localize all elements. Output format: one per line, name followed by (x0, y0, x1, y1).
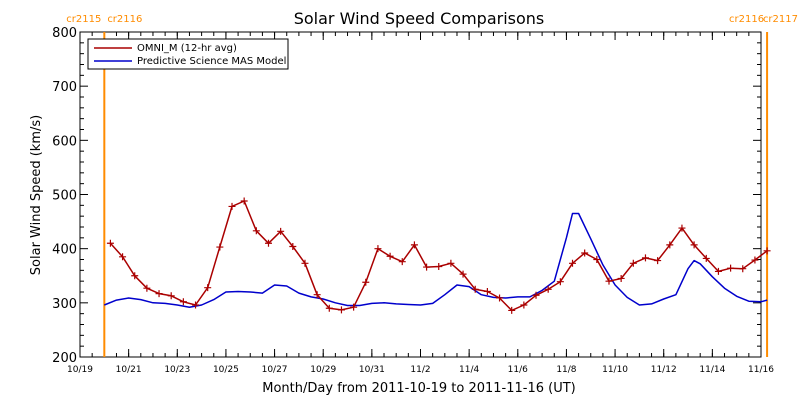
y-tick-label: 500 (52, 189, 77, 204)
x-tick-label: 11/6 (508, 365, 528, 375)
x-axis: 10/19 10/21 10/23 10/25 10/27 10/29 10/31 11/2 1… (67, 32, 774, 375)
data-point-omni (325, 304, 333, 312)
y-tick-label: 200 (52, 351, 77, 366)
data-point-omni (410, 241, 418, 249)
data-point-omni (544, 285, 552, 293)
x-tick-label: 10/31 (359, 365, 385, 375)
data-point-omni (398, 258, 406, 266)
data-point-omni (106, 239, 114, 247)
data-point-omni (131, 272, 139, 280)
x-tick-label: 10/21 (116, 365, 142, 375)
data-point-omni (252, 227, 260, 235)
x-tick-label: 11/10 (602, 365, 628, 375)
data-point-omni (581, 249, 589, 257)
chart-title: Solar Wind Speed Comparisons (294, 9, 545, 28)
data-point-omni (374, 245, 382, 253)
data-point-omni (678, 224, 686, 232)
data-point-omni (240, 197, 248, 205)
data-point-omni (447, 259, 455, 267)
data-point-omni (496, 294, 504, 302)
data-point-omni (362, 278, 370, 286)
data-point-omni (483, 287, 491, 295)
rotation-marker-label-right: cr2117 (763, 14, 798, 25)
data-point-omni (520, 301, 528, 309)
rotation-marker-label-left: cr2116 (729, 14, 764, 25)
data-point-omni (386, 252, 394, 260)
data-point-omni (727, 264, 735, 272)
x-tick-label: 11/14 (699, 365, 725, 375)
data-point-omni (617, 274, 625, 282)
data-point-omni (556, 278, 564, 286)
data-point-omni (714, 267, 722, 275)
data-point-omni (508, 306, 516, 314)
data-point-omni (192, 301, 200, 309)
data-point-omni (569, 259, 577, 267)
data-point-omni (216, 243, 224, 251)
data-point-omni (337, 306, 345, 314)
data-point-omni (155, 290, 163, 298)
data-point-omni (654, 257, 662, 265)
data-point-omni (690, 241, 698, 249)
data-point-omni (739, 265, 747, 273)
y-tick-label: 700 (52, 80, 77, 95)
x-tick-label: 11/16 (748, 365, 774, 375)
legend: OMNI_M (12-hr avg) Predictive Science MA… (87, 38, 289, 70)
plot-border (79, 31, 762, 358)
x-tick-label: 10/25 (213, 365, 239, 375)
data-point-omni (435, 263, 443, 271)
y-tick-label: 400 (52, 243, 77, 258)
data-point-omni (179, 298, 187, 306)
data-point-omni (289, 243, 297, 250)
y-axis: 200 300 400 500 600 700 800 (52, 26, 761, 366)
x-tick-label: 10/19 (67, 365, 93, 375)
rotation-marker-label-left: cr2115 (66, 14, 101, 25)
data-point-omni (532, 291, 540, 299)
y-axis-label: Solar Wind Speed (km/s) (29, 115, 44, 275)
data-point-omni (264, 239, 272, 247)
legend-label-mas: Predictive Science MAS Model (137, 56, 286, 67)
legend-box (87, 38, 289, 70)
y-tick-label: 800 (52, 26, 77, 41)
series-line-mas (104, 212, 768, 308)
series-line-omni (109, 200, 768, 312)
data-point-omni (143, 284, 151, 292)
data-point-omni (423, 263, 431, 271)
data-point-omni (605, 277, 613, 285)
x-tick-label: 11/2 (410, 365, 430, 375)
x-tick-label: 10/27 (262, 365, 288, 375)
data-point-omni (459, 270, 467, 278)
data-point-omni (277, 227, 285, 235)
data-point-omni (629, 259, 637, 267)
data-point-omni (204, 284, 212, 292)
data-point-omni (751, 256, 759, 264)
data-point-omni (313, 291, 321, 299)
x-axis-label: Month/Day from 2011-10-19 to 2011-11-16 … (262, 381, 575, 396)
y-tick-label: 600 (52, 134, 77, 149)
series-layer (104, 197, 771, 314)
data-point-omni (228, 202, 236, 210)
data-point-omni (301, 259, 309, 267)
x-tick-label: 11/12 (651, 365, 677, 375)
data-point-omni (702, 254, 710, 262)
x-tick-label: 10/23 (164, 365, 190, 375)
data-point-omni (350, 303, 358, 311)
data-point-omni (119, 253, 127, 261)
y-tick-label: 300 (52, 297, 77, 312)
x-tick-label: 11/4 (459, 365, 479, 375)
data-point-omni (641, 254, 649, 262)
data-point-omni (666, 241, 674, 249)
x-tick-label: 11/8 (556, 365, 576, 375)
data-point-omni (763, 247, 771, 255)
rotation-marker-label-right: cr2116 (107, 14, 142, 25)
data-point-omni (471, 285, 479, 293)
data-point-omni (593, 256, 601, 263)
legend-label-omni: OMNI_M (12-hr avg) (137, 43, 237, 54)
x-tick-label: 10/29 (310, 365, 336, 375)
plot-area (79, 31, 762, 358)
data-point-omni (167, 292, 175, 300)
